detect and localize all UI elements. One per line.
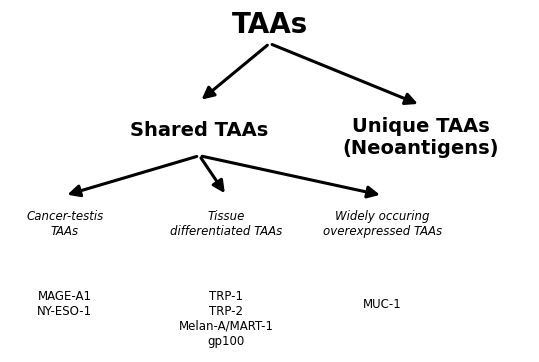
- Text: Cancer-testis
TAAs: Cancer-testis TAAs: [26, 210, 103, 239]
- Text: TAAs: TAAs: [231, 11, 308, 39]
- Text: Unique TAAs
(Neoantigens): Unique TAAs (Neoantigens): [342, 117, 499, 158]
- Text: TRP-1
TRP-2
Melan-A/MART-1
gp100: TRP-1 TRP-2 Melan-A/MART-1 gp100: [179, 290, 274, 348]
- Text: Shared TAAs: Shared TAAs: [130, 121, 268, 140]
- Text: MAGE-A1
NY-ESO-1: MAGE-A1 NY-ESO-1: [37, 290, 92, 318]
- Text: Tissue
differentiated TAAs: Tissue differentiated TAAs: [170, 210, 282, 239]
- Text: Widely occuring
overexpressed TAAs: Widely occuring overexpressed TAAs: [323, 210, 443, 239]
- Text: MUC-1: MUC-1: [363, 298, 402, 311]
